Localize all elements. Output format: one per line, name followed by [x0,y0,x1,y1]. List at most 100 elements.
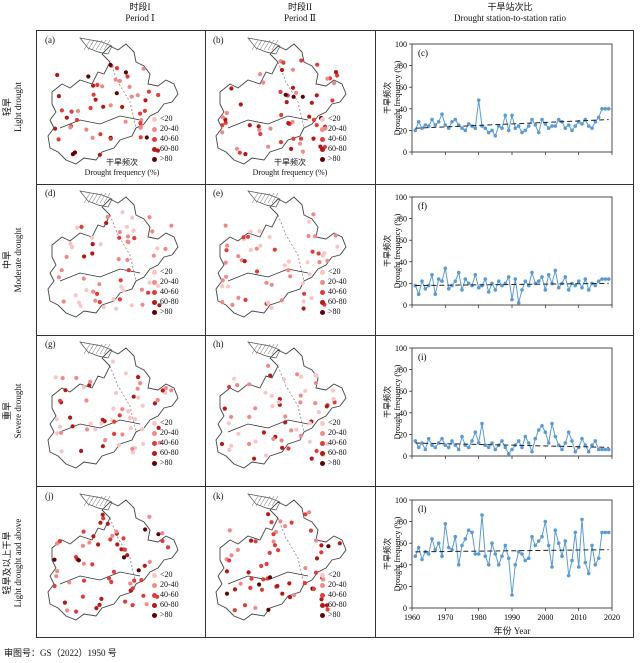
data-point [543,430,548,434]
station-dot [54,417,59,422]
data-point [486,290,491,294]
data-point [460,434,464,439]
legend-label: 40-60 [160,590,179,599]
data-point [510,297,514,302]
station-dot [91,92,96,97]
data-point [456,270,461,275]
data-point [543,288,548,292]
data-point [513,563,518,567]
station-dot [302,581,307,586]
station-dot [120,104,125,110]
station-dot [81,561,86,566]
data-point [450,547,454,552]
station-dot [310,249,315,254]
data-point [546,126,551,130]
station-dot [308,528,313,533]
station-dot [119,284,124,289]
station-dot [88,379,93,384]
legend-item: 40-60 [320,287,347,297]
station-dot [227,447,232,452]
data-point [476,285,481,290]
station-dot [101,104,106,109]
data-point [593,120,598,124]
data-point [570,128,574,133]
station-dot [332,81,337,86]
station-dot [283,414,288,419]
legend-swatch [320,156,325,162]
station-dot [257,127,262,132]
station-dot [276,548,281,553]
data-point [596,447,601,452]
station-dot [232,587,238,592]
data-point [433,547,438,552]
data-point [483,443,488,447]
panel-label: (b) [213,35,224,45]
station-dot [292,592,297,598]
subregion-boundary [277,365,305,433]
row-label-severe: 重旱 Severe drought [2,336,32,486]
station-dot [226,421,231,426]
panel-label: (k) [213,491,224,501]
legend-label: 40-60 [328,287,347,296]
data-point [526,441,531,445]
y-axis-label-cn: 干旱频次 [382,538,392,570]
station-dot [156,532,161,537]
data-point [513,126,518,130]
legend-item: 60-80 [152,600,179,610]
station-dot [58,430,64,435]
station-dot [124,224,130,229]
map-caption: 干旱频次 Drought frequency (%) [40,158,204,178]
y-tick-label: 80 [399,215,407,224]
station-dot [147,559,152,564]
station-dot [322,251,327,256]
col2-header-cn: 时段II [288,2,312,12]
trend-line [415,282,609,287]
y-tick-label: 0 [403,452,407,461]
station-dot [138,135,143,140]
data-point [413,283,418,288]
station-dot [324,404,329,409]
station-dot [294,427,299,432]
data-point [460,288,464,292]
station-dot [247,414,252,419]
hatched-area [247,190,281,208]
station-dot [253,439,258,444]
station-dot [232,376,237,381]
legend-swatch [320,602,325,608]
legend-label: 40-60 [160,134,179,143]
legend-label: 60-80 [160,297,179,306]
station-dot [169,223,174,228]
y-tick-label: 0 [403,148,407,157]
data-point [543,519,548,524]
station-dot [281,377,287,382]
station-dot [138,111,143,116]
station-dot [95,82,100,87]
station-dot [256,124,261,129]
station-dot [220,123,225,128]
station-dot [146,290,151,295]
station-dot [98,242,103,247]
station-dot [57,398,63,403]
station-dot [114,66,120,71]
station-dot [81,385,86,390]
legend-label: <20 [160,418,173,427]
station-dot [249,576,254,581]
station-dot [311,586,316,591]
x-axis-label: 年份 Year [493,626,531,636]
legend-item: <20 [152,570,179,580]
legend-item: 60-80 [152,297,179,307]
station-dot [55,431,60,436]
station-dot [94,606,99,611]
station-dot [257,229,262,234]
map-panel: (g) <20 20-40 40-60 60-80 >80 [40,336,204,484]
data-point [446,126,451,130]
legend-swatch [152,602,157,608]
station-dot [141,66,146,71]
x-tick-label: 2010 [571,613,587,622]
data-point [423,287,428,291]
station-dot [313,380,318,386]
station-dot [88,421,93,426]
station-dot [91,534,96,539]
data-point [563,126,568,130]
province-map [215,37,347,165]
